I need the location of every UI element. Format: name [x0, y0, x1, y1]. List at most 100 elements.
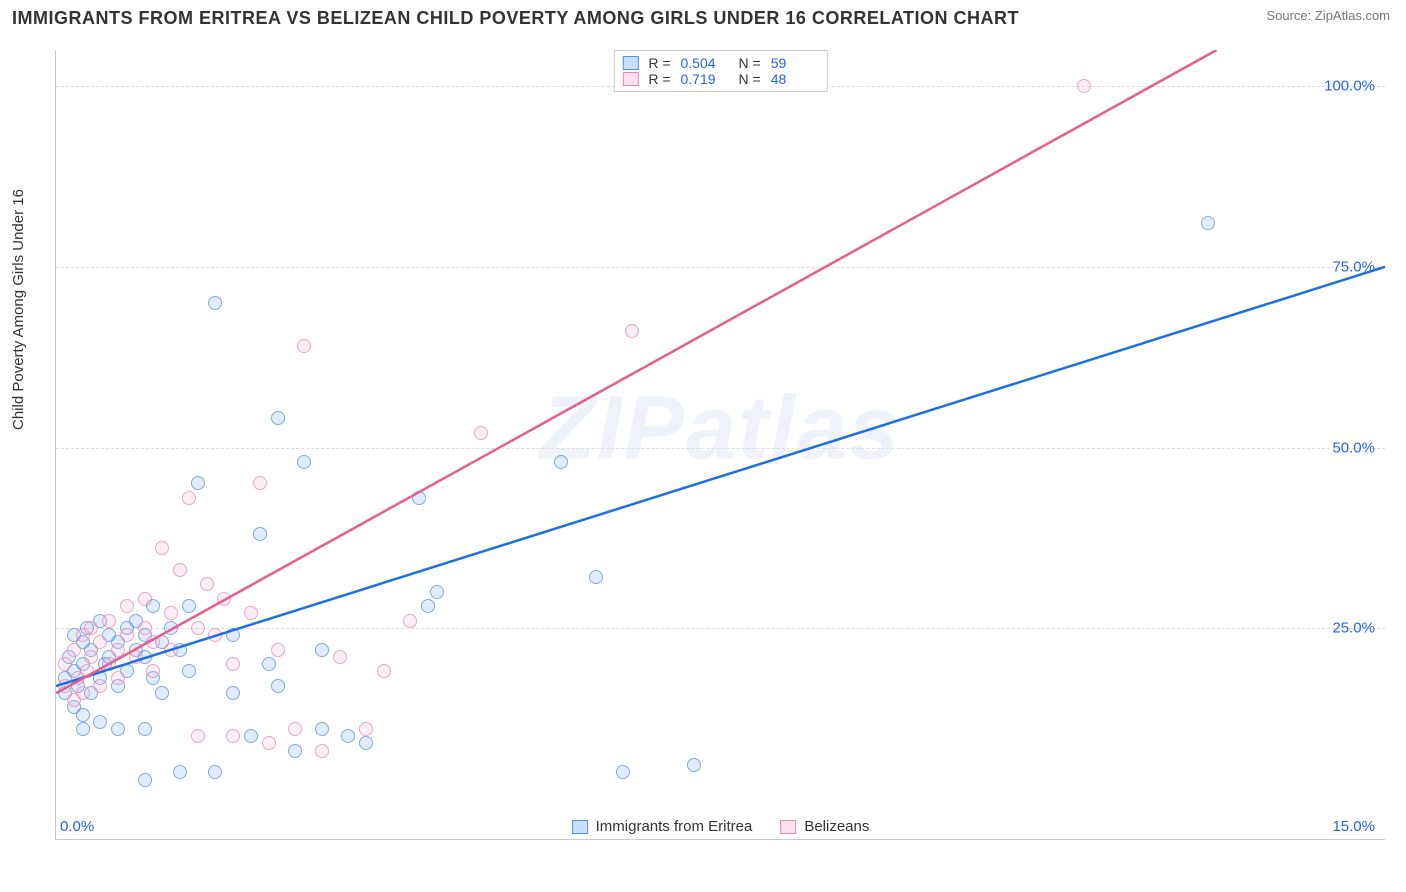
swatch-pink-icon [780, 820, 796, 834]
data-point [253, 527, 267, 541]
data-point [288, 722, 302, 736]
data-point [146, 635, 160, 649]
data-point [687, 758, 701, 772]
data-point [67, 643, 81, 657]
data-point [138, 722, 152, 736]
data-point [421, 599, 435, 613]
data-point [138, 621, 152, 635]
data-point [253, 476, 267, 490]
data-point [120, 599, 134, 613]
legend-pink-n: 48 [771, 71, 819, 87]
data-point [58, 657, 72, 671]
data-point [129, 650, 143, 664]
data-point [164, 606, 178, 620]
data-point [93, 679, 107, 693]
legend-item-pink: Belizeans [780, 818, 869, 835]
data-point [191, 729, 205, 743]
data-point [244, 729, 258, 743]
data-point [76, 686, 90, 700]
data-point [271, 679, 285, 693]
data-point [474, 426, 488, 440]
legend-pink-r: 0.719 [681, 71, 729, 87]
correlation-legend: R = 0.504 N = 59 R = 0.719 N = 48 [613, 50, 827, 92]
data-point [102, 657, 116, 671]
watermark: ZIPatlas [540, 377, 901, 480]
data-point [262, 736, 276, 750]
data-point [217, 592, 231, 606]
data-point [58, 679, 72, 693]
legend-blue-label: Immigrants from Eritrea [596, 818, 753, 835]
legend-pink-label: Belizeans [804, 818, 869, 835]
data-point [315, 744, 329, 758]
data-point [244, 606, 258, 620]
data-point [262, 657, 276, 671]
data-point [191, 476, 205, 490]
data-point [589, 570, 603, 584]
data-point [315, 722, 329, 736]
data-point [93, 635, 107, 649]
legend-r-label: R = [648, 55, 670, 71]
legend-row-blue: R = 0.504 N = 59 [622, 55, 818, 71]
data-point [315, 643, 329, 657]
data-point [359, 736, 373, 750]
gridline [56, 267, 1385, 268]
data-point [271, 643, 285, 657]
trend-lines [56, 50, 1385, 839]
y-tick-label: 100.0% [1324, 78, 1375, 95]
data-point [173, 765, 187, 779]
data-point [155, 541, 169, 555]
y-tick-label: 50.0% [1332, 439, 1375, 456]
data-point [102, 614, 116, 628]
data-point [93, 715, 107, 729]
data-point [208, 628, 222, 642]
y-tick-label: 75.0% [1332, 258, 1375, 275]
data-point [155, 686, 169, 700]
data-point [616, 765, 630, 779]
source-label: Source: ZipAtlas.com [1266, 8, 1390, 23]
data-point [76, 722, 90, 736]
data-point [208, 296, 222, 310]
data-point [341, 729, 355, 743]
data-point [208, 765, 222, 779]
series-legend: Immigrants from Eritrea Belizeans [572, 818, 870, 835]
chart-title: IMMIGRANTS FROM ERITREA VS BELIZEAN CHIL… [12, 8, 1019, 29]
data-point [412, 491, 426, 505]
data-point [138, 592, 152, 606]
data-point [554, 455, 568, 469]
gridline [56, 448, 1385, 449]
swatch-blue-icon [572, 820, 588, 834]
legend-row-pink: R = 0.719 N = 48 [622, 71, 818, 87]
data-point [138, 773, 152, 787]
data-point [76, 708, 90, 722]
data-point [226, 657, 240, 671]
data-point [200, 577, 214, 591]
data-point [271, 411, 285, 425]
data-point [297, 339, 311, 353]
x-tick-start: 0.0% [60, 818, 94, 835]
legend-blue-r: 0.504 [681, 55, 729, 71]
data-point [377, 664, 391, 678]
data-point [173, 563, 187, 577]
data-point [80, 664, 94, 678]
data-point [1201, 216, 1215, 230]
data-point [403, 614, 417, 628]
data-point [182, 599, 196, 613]
legend-item-blue: Immigrants from Eritrea [572, 818, 753, 835]
legend-blue-n: 59 [771, 55, 819, 71]
data-point [288, 744, 302, 758]
legend-n-label: N = [739, 71, 761, 87]
data-point [111, 643, 125, 657]
swatch-blue-icon [622, 56, 638, 70]
legend-n-label: N = [739, 55, 761, 71]
data-point [191, 621, 205, 635]
data-point [111, 671, 125, 685]
data-point [84, 621, 98, 635]
data-point [625, 324, 639, 338]
data-point [164, 643, 178, 657]
data-point [226, 729, 240, 743]
y-axis-label: Child Poverty Among Girls Under 16 [10, 189, 27, 430]
data-point [120, 628, 134, 642]
chart-plot-area: ZIPatlas 25.0%50.0%75.0%100.0% R = 0.504… [55, 50, 1385, 840]
data-point [146, 664, 160, 678]
swatch-pink-icon [622, 72, 638, 86]
